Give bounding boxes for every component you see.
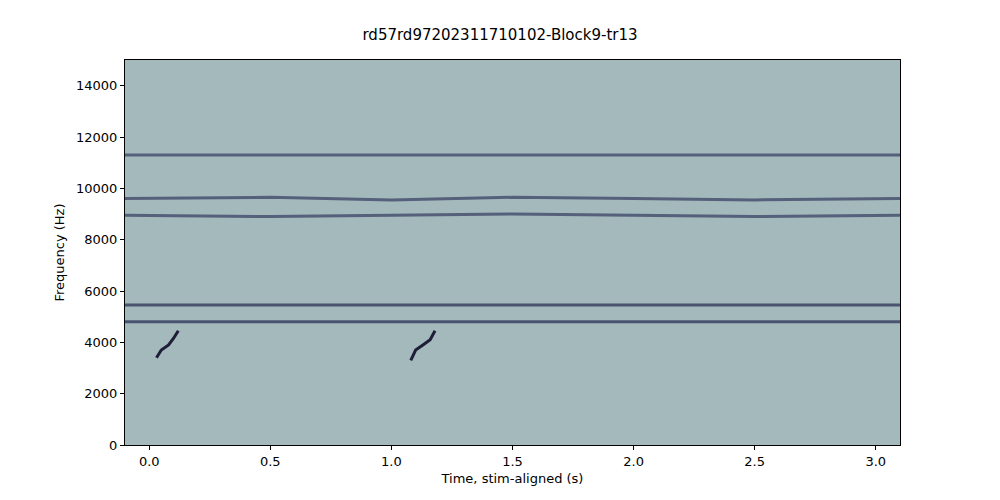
svg-text:8000: 8000 — [84, 232, 117, 247]
svg-text:rd57rd97202311710102-Block9-tr: rd57rd97202311710102-Block9-tr13 — [362, 26, 637, 44]
svg-text:3.0: 3.0 — [865, 454, 886, 469]
svg-text:6000: 6000 — [84, 284, 117, 299]
svg-text:1.5: 1.5 — [502, 454, 523, 469]
svg-text:14000: 14000 — [76, 78, 117, 93]
svg-text:2.0: 2.0 — [623, 454, 644, 469]
svg-text:10000: 10000 — [76, 181, 117, 196]
svg-text:0.5: 0.5 — [260, 454, 281, 469]
svg-text:1.0: 1.0 — [381, 454, 402, 469]
svg-text:0.0: 0.0 — [139, 454, 160, 469]
svg-text:Time, stim-aligned (s): Time, stim-aligned (s) — [441, 471, 584, 486]
svg-text:4000: 4000 — [84, 335, 117, 350]
svg-text:2.5: 2.5 — [744, 454, 765, 469]
svg-text:2000: 2000 — [84, 386, 117, 401]
svg-text:Frequency (Hz): Frequency (Hz) — [52, 203, 67, 301]
svg-text:12000: 12000 — [76, 130, 117, 145]
svg-text:0: 0 — [109, 438, 117, 453]
